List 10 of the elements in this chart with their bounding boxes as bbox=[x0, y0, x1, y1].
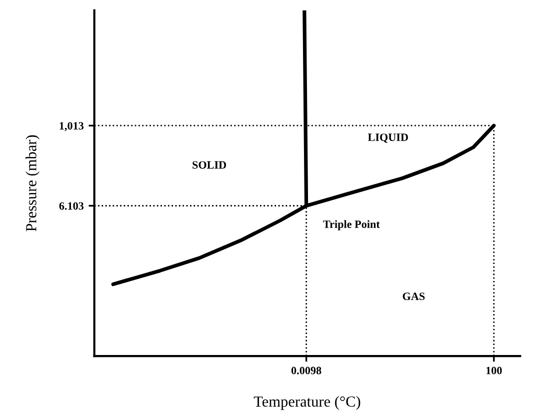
annotation: LIQUID bbox=[368, 134, 408, 143]
annotation: Triple Point bbox=[323, 220, 380, 230]
x-tick-label: 100 bbox=[486, 366, 502, 374]
y-tick-label: 1,013 bbox=[60, 122, 84, 132]
y-tick-label: 6.103 bbox=[59, 202, 84, 210]
y-axis-title: Pressure (mbar) bbox=[26, 135, 40, 232]
annotation: GAS bbox=[402, 292, 425, 300]
annotation: SOLID bbox=[192, 161, 226, 169]
x-axis-title: Temperature (°C) bbox=[254, 396, 360, 410]
x-tick-label: 0.0098 bbox=[291, 366, 322, 374]
